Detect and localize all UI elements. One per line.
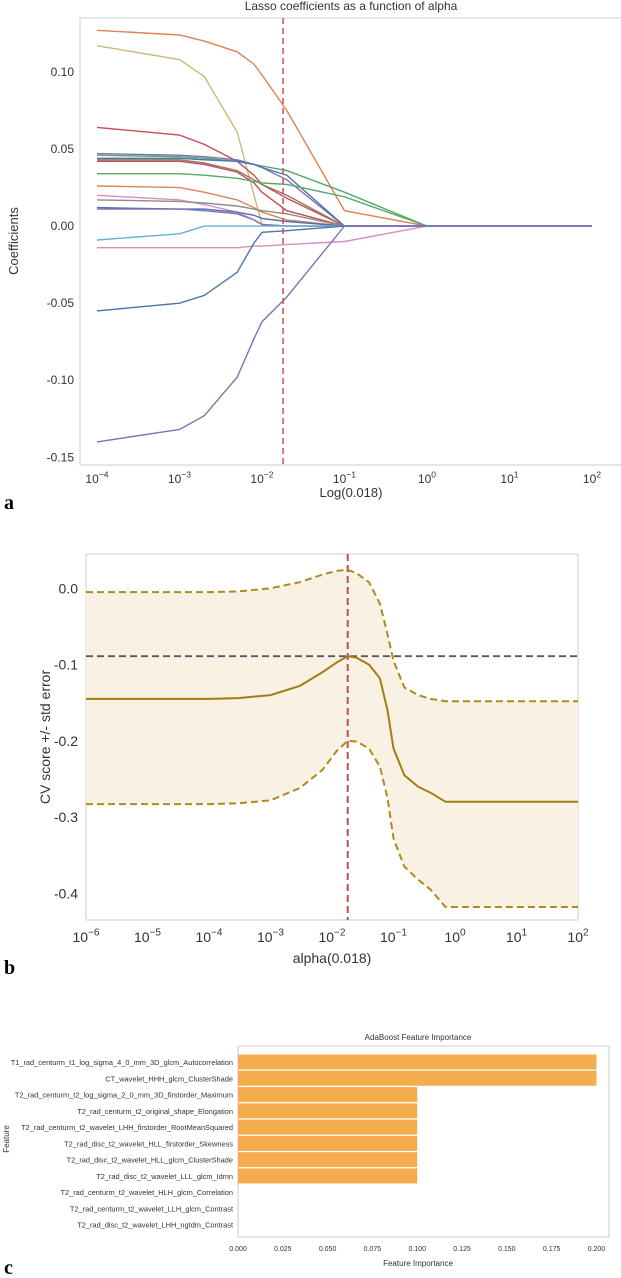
chart-c-bar — [238, 1168, 418, 1184]
chart-a-xtick-label: 101 — [500, 470, 518, 486]
chart-b-ytick-label: -0.2 — [54, 733, 78, 749]
chart-a-xtick-label: 10−1 — [333, 470, 356, 486]
panel-b: 0.0 -0.1 -0.2 -0.3 -0.4 10−6 10−5 10−4 10−3 10−2… — [4, 553, 589, 979]
chart-c-category-label: T2_rad_centurm_t2_wavelet_LLH_glcm_Contr… — [70, 1204, 233, 1213]
chart-a-series-line — [97, 225, 592, 249]
chart-a-ytick-label: 0.10 — [51, 65, 75, 79]
chart-c-category-label: T2_rad_centurm_t2_original_shape_Elongat… — [77, 1107, 233, 1116]
chart-b-lower-line — [86, 739, 578, 908]
chart-b-ytick-label: -0.4 — [54, 885, 78, 901]
chart-b-ylabel: CV score +/- std error — [37, 670, 53, 805]
chart-b-ytick-label: -0.1 — [54, 657, 78, 673]
chart-b-xtick-label: 100 — [444, 928, 466, 945]
chart-c-bar — [238, 1070, 597, 1086]
chart-b-xtick-label: 10−3 — [257, 928, 284, 945]
chart-c-xtick-label: 0.025 — [274, 1246, 292, 1253]
chart-c-category-label: CT_wavelet_HHH_glcm_ClusterShade — [105, 1074, 233, 1083]
chart-c-bar — [238, 1152, 418, 1168]
chart-b-xtick-label: 102 — [567, 928, 589, 945]
chart-a-series-line — [96, 225, 592, 443]
chart-a-xtick-label: 100 — [418, 470, 436, 486]
chart-c-bar — [238, 1054, 597, 1070]
chart-a-title: Lasso coefficients as a function of alph… — [245, 0, 458, 13]
chart-b-xtick-label: 10−5 — [134, 928, 161, 945]
chart-a-xlabel: Log(0.018) — [320, 485, 383, 500]
chart-c-xtick-label: 0.150 — [498, 1246, 516, 1253]
chart-c-xtick-label: 0.200 — [588, 1246, 606, 1253]
chart-c-category-label: T2_rad_centurm_t2_wavelet_LHH_firstorder… — [21, 1123, 233, 1132]
chart-c-xtick-label: 0.125 — [453, 1246, 471, 1253]
chart-a-plot-area — [79, 17, 621, 466]
panel-label-a: a — [4, 492, 14, 514]
chart-b-std-band — [86, 570, 578, 907]
panel-c: AdaBoost Feature Importance T1_rad_centu… — [2, 1033, 610, 1278]
chart-b-ytick-label: 0.0 — [59, 580, 79, 596]
chart-c-title: AdaBoost Feature Importance — [365, 1033, 472, 1042]
chart-c-bar — [238, 1119, 418, 1135]
panel-label-c: c — [4, 1257, 13, 1278]
chart-c-xtick-label: 0.100 — [408, 1246, 426, 1253]
panel-a: Lasso coefficients as a function of alph… — [4, 0, 621, 514]
chart-c-xtick-label: 0.075 — [364, 1246, 382, 1253]
chart-a-ytick-label: -0.15 — [47, 450, 75, 464]
chart-a-ytick-label: 0.00 — [51, 219, 75, 233]
chart-a-series-line — [97, 172, 592, 227]
chart-b-xtick-label: 10−1 — [380, 928, 407, 945]
chart-a-series-line — [96, 29, 592, 227]
chart-c-xtick-label: 0.000 — [229, 1246, 247, 1253]
chart-b-mean-line — [86, 655, 578, 803]
chart-b-xtick-label: 10−6 — [72, 928, 99, 945]
chart-b-xtick-label: 10−4 — [195, 928, 222, 945]
chart-a-ytick-label: -0.05 — [47, 296, 75, 310]
chart-c-bar — [238, 1135, 418, 1151]
chart-c-category-label: T2_rad_disc_t2_wavelet_LLL_glcm_Idmn — [96, 1172, 233, 1181]
chart-b-xtick-label: 101 — [506, 928, 528, 945]
chart-c-category-label: T2_rad_centurm_t2_wavelet_HLH_glcm_Corre… — [60, 1188, 233, 1197]
chart-c-xtick-label: 0.175 — [543, 1246, 561, 1253]
chart-c-ylabel: Feature — [2, 1125, 11, 1153]
chart-c-category-label: T2_rad_disc_t2_wavelet_LHH_ngtdm_Contras… — [77, 1221, 233, 1230]
chart-a-xtick-label: 10−2 — [250, 470, 273, 486]
chart-c-bar — [238, 1087, 418, 1103]
chart-a-xtick-label: 10−3 — [168, 470, 191, 486]
chart-b-ytick-label: -0.3 — [54, 809, 78, 825]
chart-a-ytick-label: 0.05 — [51, 142, 75, 156]
chart-c-xlabel: Feature Importance — [383, 1259, 453, 1268]
chart-a-xtick-label: 102 — [583, 470, 601, 486]
chart-c-bar — [238, 1103, 418, 1119]
chart-b-xlabel: alpha(0.018) — [293, 950, 372, 966]
chart-b-xtick-label: 10−2 — [318, 928, 345, 945]
chart-a-ytick-label: -0.10 — [47, 373, 75, 387]
chart-b-upper-line — [86, 568, 578, 703]
chart-a-ylabel: Coefficients — [6, 207, 21, 275]
panel-label-b: b — [4, 957, 15, 979]
chart-c-category-label: T2_rad_disc_t2_wavelet_HLL_glcm_ClusterS… — [67, 1156, 233, 1165]
chart-c-category-label: T2_rad_centurm_t2_log_sigma_2_0_mm_3D_fi… — [15, 1091, 233, 1100]
chart-c-category-label: T1_rad_centurm_t1_log_sigma_4_0_mm_3D_gl… — [11, 1058, 233, 1067]
chart-c-category-label: T2_rad_disc_t2_wavelet_HLL_firstorder_Sk… — [64, 1139, 233, 1148]
chart-c-xtick-label: 0.050 — [319, 1246, 337, 1253]
chart-a-xtick-label: 10−4 — [85, 470, 108, 486]
